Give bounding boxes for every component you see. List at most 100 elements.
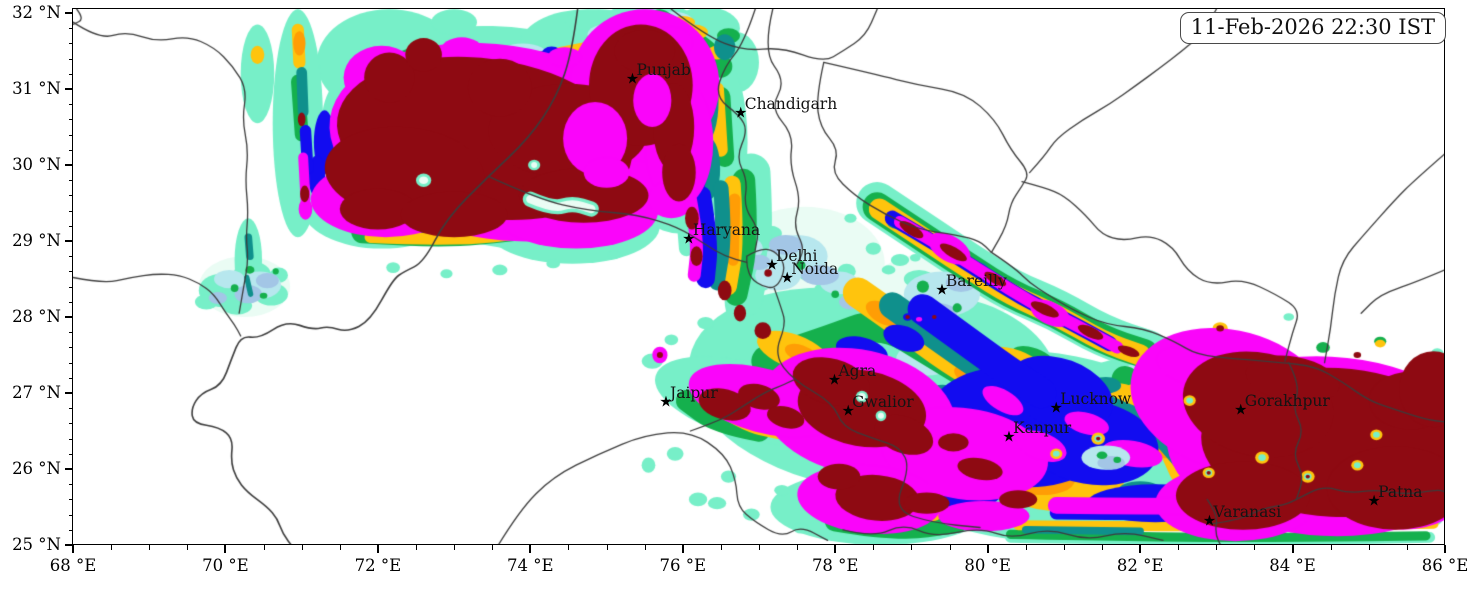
y-minor-tick: [68, 271, 73, 273]
x-major-tick: [986, 545, 989, 553]
x-minor-tick: [111, 545, 113, 550]
x-tick-label: 76 °E: [659, 556, 707, 575]
x-minor-tick: [149, 545, 151, 550]
y-minor-tick: [68, 484, 73, 486]
y-major-tick: [65, 544, 73, 546]
city-label: Lucknow: [1060, 390, 1132, 409]
y-minor-tick: [68, 149, 73, 151]
x-minor-tick: [263, 545, 265, 550]
y-tick-label: 27 °N: [12, 383, 61, 402]
x-minor-tick: [416, 545, 417, 550]
y-minor-tick: [68, 362, 73, 364]
city-label: Kanpur: [1013, 419, 1072, 438]
x-major-tick: [224, 545, 227, 553]
city-star-icon: ★: [659, 392, 673, 411]
city-label: Punjab: [636, 61, 691, 80]
y-major-tick: [65, 12, 73, 15]
city-star-icon: ★: [1202, 511, 1217, 530]
y-minor-tick: [68, 347, 73, 349]
y-minor-tick: [68, 134, 73, 136]
x-minor-tick: [644, 545, 646, 550]
x-minor-tick: [1063, 545, 1065, 550]
y-minor-tick: [68, 58, 73, 60]
y-minor-tick: [68, 286, 73, 288]
y-minor-tick: [68, 499, 73, 501]
city-star-icon: ★: [765, 255, 779, 274]
city-label: Delhi: [775, 247, 818, 266]
y-minor-tick: [68, 256, 73, 258]
city-star-icon: ★: [1233, 400, 1248, 419]
x-major-tick: [72, 545, 74, 553]
city-star-icon: ★: [1367, 491, 1381, 510]
city-star-icon: ★: [841, 401, 855, 420]
y-tick-label: 28 °N: [12, 307, 61, 326]
x-minor-tick: [873, 545, 875, 550]
y-minor-tick: [68, 210, 73, 212]
y-minor-tick: [68, 377, 73, 379]
x-major-tick: [1291, 545, 1294, 553]
x-minor-tick: [187, 545, 189, 550]
x-minor-tick: [339, 545, 341, 550]
x-minor-tick: [1216, 545, 1218, 550]
x-minor-tick: [1330, 545, 1332, 550]
x-tick-label: 82 °E: [1116, 556, 1164, 575]
city-label: Haryana: [692, 220, 761, 239]
y-minor-tick: [68, 28, 73, 30]
x-minor-tick: [1254, 545, 1256, 550]
y-minor-tick: [68, 104, 73, 106]
y-minor-tick: [68, 43, 73, 45]
x-tick-label: 86 °E: [1421, 556, 1469, 575]
city-label: Noida: [791, 260, 839, 279]
city-star-icon: ★: [1002, 427, 1016, 446]
y-minor-tick: [68, 408, 73, 410]
x-minor-tick: [1178, 545, 1180, 550]
x-major-tick: [529, 545, 532, 553]
x-minor-tick: [301, 545, 303, 550]
x-minor-tick: [454, 545, 456, 550]
x-major-tick: [834, 545, 837, 553]
y-minor-tick: [68, 514, 73, 516]
y-minor-tick: [68, 453, 73, 455]
x-tick-label: 70 °E: [202, 556, 249, 575]
y-minor-tick: [68, 180, 73, 182]
y-minor-tick: [68, 73, 73, 75]
city-label: Jaipur: [670, 384, 718, 403]
precipitation-map-canvas: [73, 9, 1445, 545]
x-tick-label: 68 °E: [49, 556, 97, 575]
city-star-icon: ★: [935, 280, 949, 299]
y-minor-tick: [68, 529, 73, 531]
y-minor-tick: [68, 301, 73, 303]
y-major-tick: [65, 468, 73, 470]
city-star-icon: ★: [682, 229, 696, 248]
y-tick-label: 30 °N: [12, 155, 61, 175]
x-tick-label: 74 °E: [507, 556, 554, 575]
y-major-tick: [65, 316, 73, 318]
x-minor-tick: [492, 545, 494, 550]
city-star-icon: ★: [625, 69, 640, 88]
x-major-tick: [1139, 545, 1142, 553]
city-label: Gorakhpur: [1244, 392, 1330, 411]
x-minor-tick: [568, 545, 570, 550]
x-tick-label: 78 °E: [811, 556, 859, 575]
city-label: Chandigarh: [744, 94, 838, 113]
x-minor-tick: [1025, 545, 1027, 550]
y-tick-label: 25 °N: [12, 535, 61, 554]
timestamp-text: 11-Feb-2026 22:30 IST: [1190, 15, 1435, 39]
city-star-icon: ★: [827, 370, 842, 389]
x-minor-tick: [911, 545, 913, 550]
x-minor-tick: [1102, 545, 1103, 550]
city-label: Bareilly: [945, 272, 1007, 291]
x-minor-tick: [720, 545, 722, 550]
y-minor-tick: [68, 332, 73, 334]
y-minor-tick: [68, 195, 73, 197]
x-minor-tick: [1406, 545, 1408, 550]
city-star-icon: ★: [780, 268, 794, 287]
y-tick-label: 31 °N: [12, 79, 61, 99]
y-minor-tick: [68, 119, 73, 121]
x-minor-tick: [606, 545, 608, 550]
y-major-tick: [65, 88, 73, 91]
city-label: Patna: [1378, 482, 1423, 501]
y-minor-tick: [68, 423, 73, 425]
x-major-tick: [376, 545, 379, 553]
plot-border: [72, 8, 1445, 545]
